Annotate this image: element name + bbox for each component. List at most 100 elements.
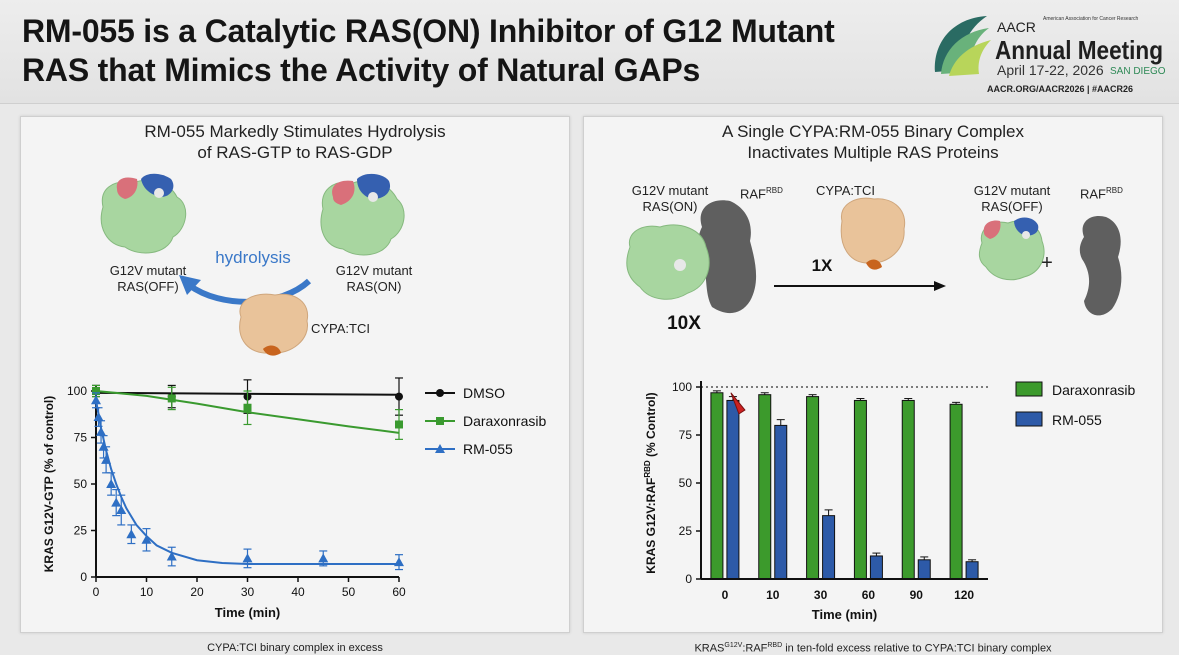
x-tick-label: 60 [862,588,876,602]
data-point [395,420,403,429]
y-tick-label: 75 [679,428,693,442]
x-tick-label: 30 [814,588,828,602]
ras-off-structure-right [978,217,1045,281]
x-tick-label: 0 [722,588,729,602]
ras-on-structure [320,173,405,256]
logo-links-text: AACR.ORG/AACR2026 | #AACR26 [987,84,1133,94]
x-tick-label: 0 [93,585,100,599]
x-tick-label: 90 [910,588,924,602]
data-point [318,553,329,563]
raf-rbd-label-right: RAFRBD [1080,186,1123,202]
data-point [242,553,253,563]
data-point [116,505,127,515]
legend-swatch [1015,381,1043,397]
logo-city-text: SAN DIEGO [1110,66,1166,77]
legend-swatch [1015,411,1043,427]
data-point [126,529,137,539]
data-point [166,551,177,561]
raf-rbd-structure [698,200,757,314]
legend-marker [436,389,444,397]
data-point [106,479,117,488]
bar-daraxonrasib [901,399,915,580]
ras-off-label-right: G12V mutant RAS(OFF) [973,183,1051,214]
page-title: RM-055 is a Catalytic RAS(ON) Inhibitor … [22,12,835,90]
raf-rbd-structure-right [1079,215,1122,316]
bar-rm-055 [917,559,931,580]
logo-dates-text: April 17-22, 2026 [997,62,1104,78]
title-line-1: RM-055 is a Catalytic RAS(ON) Inhibitor … [22,13,835,49]
legend-marker [435,444,445,453]
red-pointer-icon [730,392,746,415]
cypa-tci-structure-right [840,197,906,270]
x-tick-label: 120 [954,588,974,602]
legend-label: Daraxonrasib [463,413,546,429]
right-panel-title: A Single CYPA:RM-055 Binary Complex Inac… [584,121,1162,163]
title-line-2: RAS that Mimics the Activity of Natural … [22,52,701,88]
data-point [167,394,176,403]
bar-rm-055 [965,561,979,580]
hydrolysis-line-chart: 0 25 50 75 100 0 10 20 30 40 50 60 Time (min) KRAS G1… [42,377,546,620]
right-title-line-1: A Single CYPA:RM-055 Binary Complex [721,122,1025,141]
legend-label: Daraxonrasib [1052,382,1135,398]
left-title-line-1: RM-055 Markedly Stimulates Hydrolysis [144,122,446,141]
ras-on-label: G12V mutant RAS(ON) [335,263,413,294]
x-tick-label: 10 [766,588,780,602]
data-point [91,395,101,405]
x-tick-label: 30 [241,585,255,599]
header: RM-055 is a Catalytic RAS(ON) Inhibitor … [0,0,1179,104]
raf-rbd-label: RAFRBD [740,186,783,202]
left-panel: RM-055 Markedly Stimulates Hydrolysis of… [20,116,570,654]
cypa-label: CYPA:TCI [311,321,370,336]
left-footnote: CYPA:TCI binary complex in excess [207,642,383,654]
x-tick-label: 50 [342,585,356,599]
y-tick-label: 100 [672,380,692,394]
x-tick-label: 10 [140,585,154,599]
hydrolysis-arrowhead-icon [179,275,201,295]
ten-x-label: 10X [667,313,701,334]
y-tick-label: 25 [74,524,88,538]
data-point [92,387,100,395]
bar-daraxonrasib [949,403,963,580]
y-axis-title: KRAS G12V-GTP (% of control) [42,396,56,572]
left-panel-title: RM-055 Markedly Stimulates Hydrolysis of… [21,121,569,163]
data-point [101,454,112,464]
bar-rm-055 [869,555,883,580]
y-tick-label: 0 [685,572,692,586]
data-point [93,412,104,422]
data-point [395,392,403,401]
y-tick-label: 0 [80,570,87,584]
y-tick-label: 25 [679,524,693,538]
bar-daraxonrasib [758,394,772,580]
legend-label: RM-055 [1052,412,1102,428]
bar-daraxonrasib [853,399,867,580]
x-axis-title: Time (min) [812,607,878,622]
ras-on-structure-right [626,224,710,300]
hydrolysis-label: hydrolysis [215,248,291,267]
y-tick-label: 75 [74,431,88,445]
ras-off-label: G12V mutant RAS(OFF) [109,263,187,294]
logo-swirl-icon [934,16,991,76]
x-axis-title: Time (min) [215,605,281,620]
bar-daraxonrasib [710,392,724,580]
binding-bar-chart: 0 10 30 60 90 120 0 25 50 75 100 Time (min) KRAS G12… [643,380,1135,622]
data-point [141,534,152,544]
bar-daraxonrasib [806,396,820,580]
reaction-arrowhead-icon [934,281,946,291]
legend-label: DMSO [463,385,505,401]
cypa-label-right: CYPA:TCI [816,183,875,198]
one-x-label: 1X [812,256,833,275]
y-axis-title: KRAS G12V:RAFRBD (% Control) [643,392,658,573]
series-daraxonrasib [92,384,403,440]
cypa-tci-structure [239,293,309,356]
bar-rm-055 [822,515,836,580]
ras-off-structure [100,173,187,254]
bar-rm-055 [726,399,740,580]
data-point [111,497,122,507]
x-tick-label: 60 [392,585,406,599]
ras-on-label-right: G12V mutant RAS(ON) [631,183,709,214]
hydrolysis-diagram: hydrolysis [100,173,405,356]
right-footnote: KRASG12V:RAFRBD in ten-fold excess relat… [694,642,1052,655]
right-panel: A Single CYPA:RM-055 Binary Complex Inac… [583,116,1163,655]
legend-marker [436,417,444,425]
x-tick-label: 40 [291,585,305,599]
